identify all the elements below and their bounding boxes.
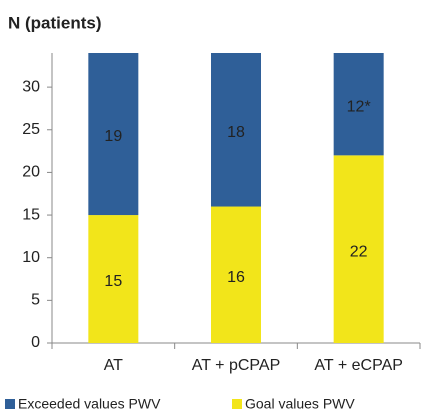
bar-segment (88, 215, 139, 343)
y-tick-label: 25 (22, 121, 40, 138)
bar-segment (333, 53, 384, 156)
y-tick-label: 20 (22, 164, 40, 181)
bar-segment (211, 206, 261, 343)
bar-segment (88, 53, 139, 216)
legend-label: Exceeded values PWV (18, 396, 161, 412)
bar-segment (211, 53, 261, 207)
legend-swatch (232, 399, 242, 409)
legend-label: Goal values PWV (245, 396, 355, 412)
data-label: 22 (350, 243, 368, 260)
x-tick-label: AT (104, 357, 123, 374)
y-tick-label: 10 (22, 249, 40, 266)
chart-title: N (patients) (8, 13, 102, 32)
x-tick-label: AT + pCPAP (192, 357, 280, 374)
data-label: 15 (104, 273, 122, 290)
data-label: 19 (104, 128, 122, 145)
x-tick-label: AT + eCPAP (314, 357, 402, 374)
y-tick-label: 30 (22, 78, 40, 95)
data-label: 12* (347, 98, 371, 115)
data-label: 16 (227, 269, 245, 286)
y-tick-label: 0 (31, 334, 40, 351)
y-tick-label: 15 (22, 206, 40, 223)
legend-swatch (5, 399, 15, 409)
bar-segment (333, 155, 384, 343)
y-tick-label: 5 (31, 292, 40, 309)
data-label: 18 (227, 124, 245, 141)
